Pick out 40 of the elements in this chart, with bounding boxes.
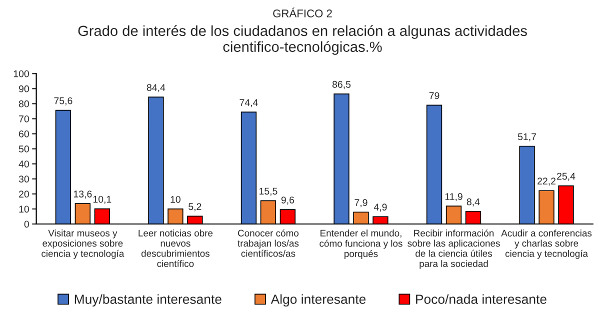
x-tick-label: Visitar museos y exposiciones sobre ciencia y tecnología: [42, 230, 124, 259]
data-label: 15,5: [260, 188, 278, 196]
data-label: 13,6: [74, 190, 92, 199]
y-tick-label: 70: [19, 115, 29, 122]
data-label: 22,2: [538, 178, 556, 186]
data-label: 25,4: [557, 172, 576, 181]
legend-label: Muy/bastante interesante: [74, 294, 222, 307]
data-label: 74,4: [240, 99, 258, 108]
data-label: 5,2: [188, 203, 202, 212]
x-tick-label: Entender el mundo, cómo funciona y los porqués: [320, 230, 402, 259]
data-label: 8,4: [466, 198, 480, 206]
data-label: 10: [170, 196, 180, 203]
data-label: 11,9: [445, 193, 462, 202]
y-tick-label: 100: [14, 70, 29, 78]
legend-label: Poco/nada interesante: [416, 294, 546, 304]
y-tick-label: 20: [19, 190, 29, 198]
data-label: 84,4: [146, 84, 166, 92]
legend-label: Algo interesante: [270, 294, 366, 307]
y-tick-label: 60: [19, 130, 29, 138]
data-label: 75,6: [54, 97, 72, 106]
chart-subtitle: Grado de interés de los ciudadanos en relación a algunas actividades cientifico-tecnológicas.%: [78, 25, 527, 55]
x-tick-label: Acudir a conferencias y charlas sobre ciencia y tecnología: [501, 230, 592, 259]
data-label: 9,6: [281, 196, 294, 205]
data-label: 10,1: [93, 196, 112, 204]
data-label: 79: [429, 92, 440, 100]
y-tick-label: 0: [24, 220, 29, 228]
y-tick-label: 10: [19, 206, 29, 213]
y-tick-label: 40: [18, 160, 29, 168]
chart-title: GRÁFICO 2: [273, 8, 332, 18]
x-tick-label: Conocer cómo trabajan los/as científicos/as: [238, 229, 299, 257]
y-tick-label: 80: [18, 100, 29, 108]
data-label: 51,7: [518, 133, 536, 142]
data-label: 4,9: [374, 204, 387, 212]
y-tick-label: 50: [18, 146, 29, 152]
x-tick-label: Leer noticias obre nuevos descubrimientos científico: [138, 230, 213, 268]
data-label: 86,5: [332, 80, 351, 89]
y-tick-label: 30: [18, 176, 29, 182]
x-tick-label: Recibir información sobre las aplicaciones de la ciencia útiles para la sociedad: [408, 229, 500, 269]
y-tick-label: 90: [19, 85, 29, 92]
data-label: 7,9: [354, 199, 368, 208]
